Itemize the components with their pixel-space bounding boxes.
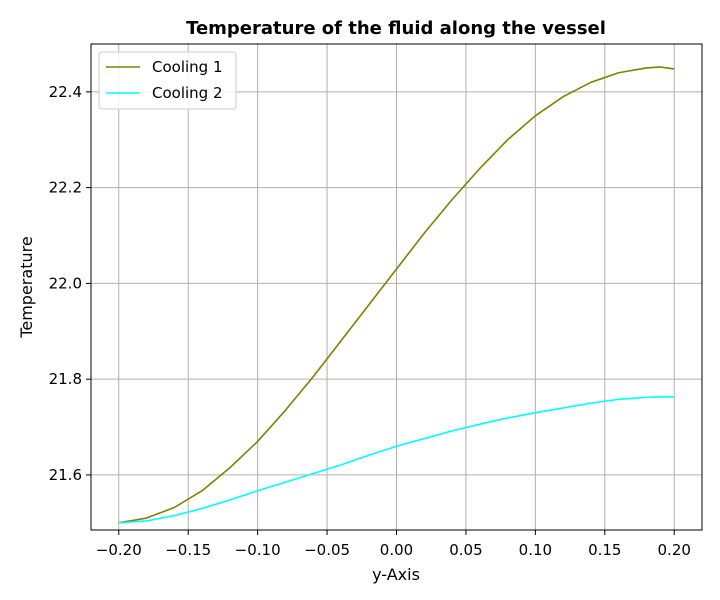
x-tick-label: 0.05 xyxy=(449,541,482,559)
grid xyxy=(91,44,702,530)
x-axis-title: y-Axis xyxy=(372,565,420,584)
chart-title: Temperature of the fluid along the vesse… xyxy=(186,18,606,39)
x-tick-label: −0.10 xyxy=(235,541,281,559)
y-tick-label: 22.4 xyxy=(49,83,82,101)
y-tick-label: 21.6 xyxy=(49,466,82,484)
y-axis-title: Temperature xyxy=(17,236,36,338)
legend-label-cooling-2: Cooling 2 xyxy=(152,84,223,102)
y-tick-label: 21.8 xyxy=(49,370,82,388)
legend-label-cooling-1: Cooling 1 xyxy=(152,58,223,76)
series-lines xyxy=(118,66,675,524)
series-line-1 xyxy=(118,66,675,524)
x-tick-label: 0.10 xyxy=(519,541,552,559)
axis-ticks: −0.20 −0.15 −0.10 −0.05 0.00 0.05 0.10 0.15 0.20… xyxy=(49,83,691,559)
x-tick-label: 0.20 xyxy=(658,541,691,559)
x-tick-label: −0.20 xyxy=(96,541,142,559)
y-tick-label: 22.2 xyxy=(49,179,82,197)
x-tick-label: 0.15 xyxy=(588,541,621,559)
y-tick-label: 22.0 xyxy=(49,274,82,292)
x-tick-label: 0.00 xyxy=(380,541,413,559)
legend: Cooling 1 Cooling 2 xyxy=(98,51,237,110)
series-line-2 xyxy=(118,396,675,524)
x-tick-label: −0.15 xyxy=(165,541,211,559)
x-tick-label: −0.05 xyxy=(304,541,350,559)
